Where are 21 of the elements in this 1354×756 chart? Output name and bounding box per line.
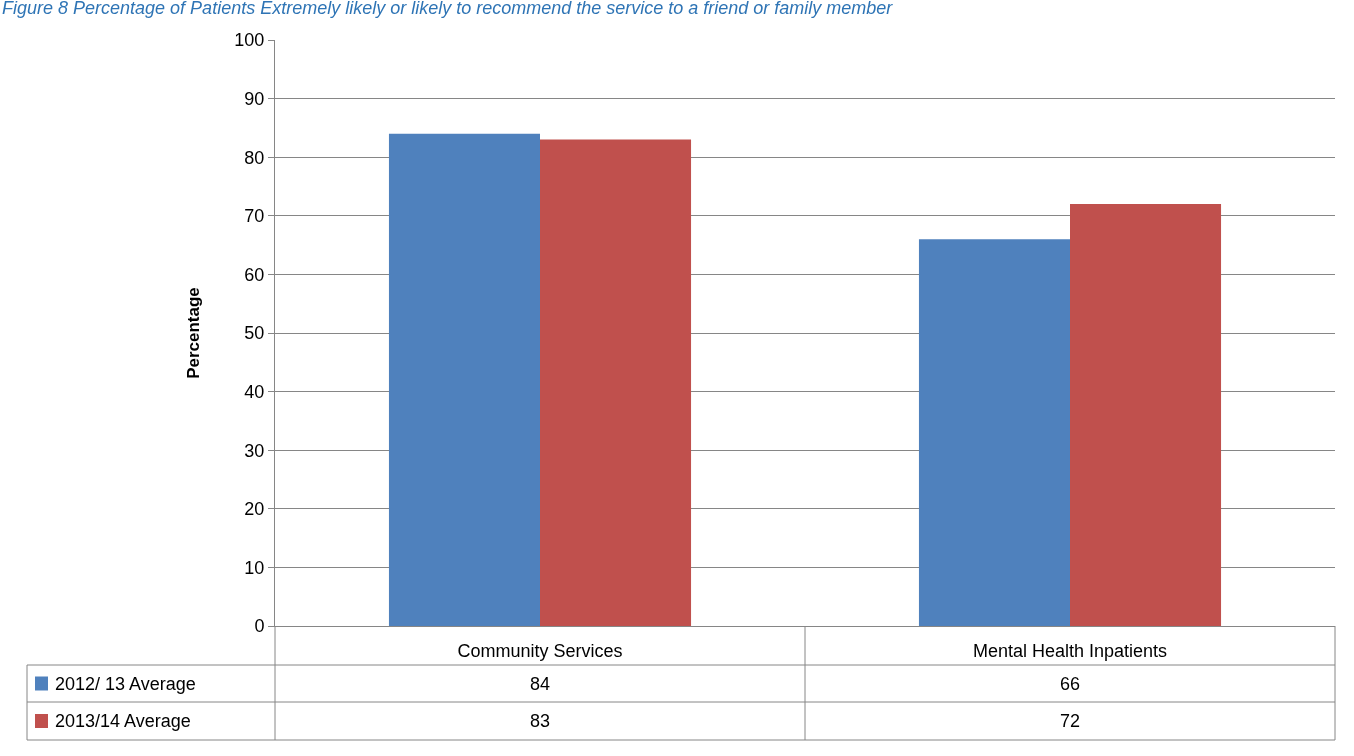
legend-label: 2012/ 13 Average bbox=[55, 674, 196, 694]
x-tick-label: Community Services bbox=[457, 640, 623, 661]
data-label: 83 bbox=[530, 711, 551, 731]
y-tick-label: 70 bbox=[244, 206, 265, 227]
data-label: 66 bbox=[1060, 674, 1081, 694]
y-tick-label: 30 bbox=[244, 440, 265, 461]
y-tick-label: 40 bbox=[244, 381, 265, 402]
y-tick-label: 60 bbox=[244, 264, 265, 285]
y-tick-label: 10 bbox=[244, 557, 265, 578]
y-tick-label: 50 bbox=[244, 323, 265, 344]
y-tick-label: 0 bbox=[254, 616, 265, 637]
y-tick-label: 20 bbox=[244, 499, 265, 520]
legend-label: 2013/14 Average bbox=[55, 711, 191, 731]
y-axis-title: Percentage bbox=[183, 287, 203, 379]
y-tick-label: 90 bbox=[244, 88, 265, 109]
y-tick-label: 100 bbox=[234, 30, 265, 51]
x-tick-label: Mental Health Inpatients bbox=[972, 640, 1168, 661]
y-tick-label: 80 bbox=[244, 147, 265, 168]
data-label: 72 bbox=[1060, 711, 1081, 731]
chart-title: Figure 8 Percentage of Patients Extremely likely or likely to recommend the service to a friend or family member bbox=[2, 0, 894, 18]
data-label: 84 bbox=[530, 674, 551, 694]
